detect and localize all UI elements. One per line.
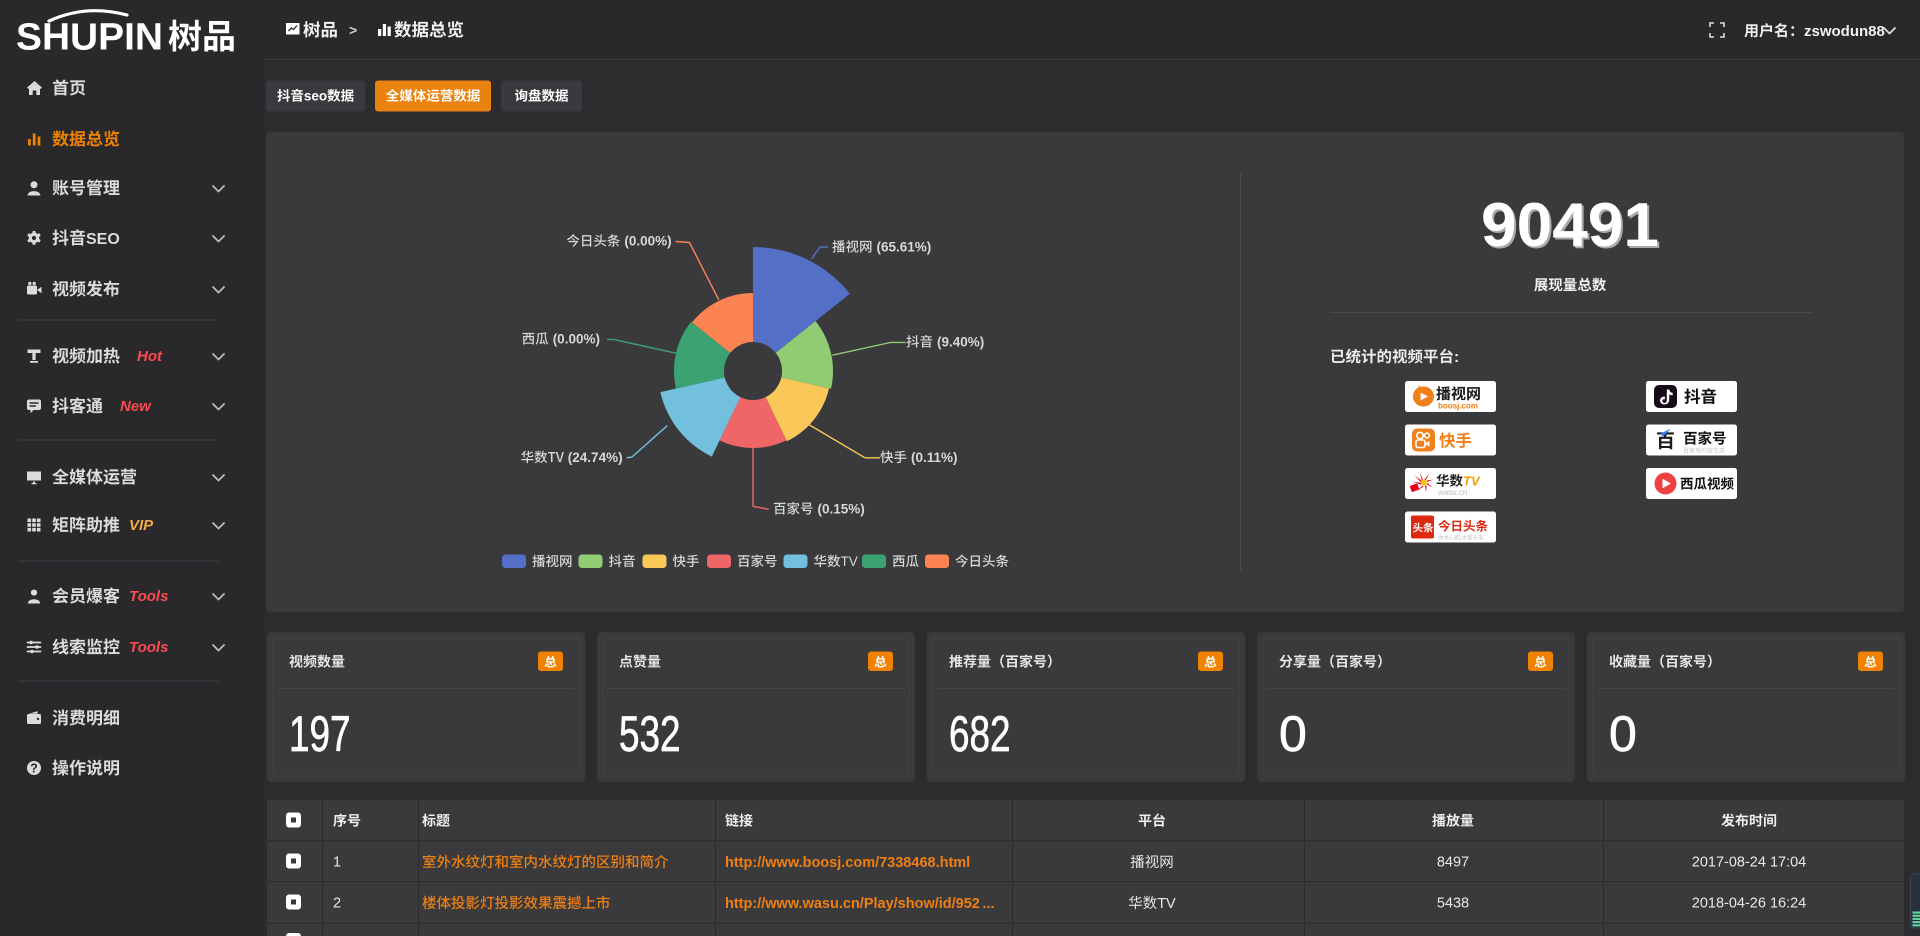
svg-text:?: ? — [30, 762, 38, 776]
svg-text:>: > — [349, 22, 357, 38]
svg-text:zswodun88: zswodun88 — [1804, 23, 1885, 40]
svg-text:1: 1 — [333, 855, 341, 871]
svg-text:90491: 90491 — [1483, 193, 1661, 262]
svg-text:Tools: Tools — [129, 639, 168, 656]
svg-text:http://www.boosj.com/7338468.h: http://www.boosj.com/7338468.html — [725, 855, 970, 871]
svg-text:90491: 90491 — [1481, 191, 1659, 260]
svg-text:2: 2 — [333, 896, 341, 912]
svg-text:seo: seo — [304, 89, 327, 104]
svg-text:2018-04-26 16:24: 2018-04-26 16:24 — [1692, 896, 1807, 912]
svg-text:TV: TV — [841, 554, 858, 569]
svg-text:8497: 8497 — [1437, 855, 1469, 871]
svg-text:(9.40%): (9.40%) — [937, 335, 984, 350]
svg-text:TV: TV — [1157, 896, 1176, 912]
svg-text:Tools: Tools — [129, 588, 168, 605]
svg-text:SHUPIN: SHUPIN — [16, 17, 163, 59]
svg-text:532: 532 — [619, 706, 681, 762]
svg-text:New: New — [120, 398, 152, 415]
svg-text:wasu.cn: wasu.cn — [1437, 488, 1467, 497]
svg-text:682: 682 — [949, 706, 1011, 762]
svg-text:(65.61%): (65.61%) — [877, 240, 932, 255]
svg-text:(0.11%): (0.11%) — [911, 450, 958, 465]
svg-text:http://www.wasu.cn/Play/show/i: http://www.wasu.cn/Play/show/id/952 — [725, 896, 980, 912]
svg-text:VIP: VIP — [129, 517, 154, 534]
svg-text:boosj.com: boosj.com — [1438, 402, 1478, 411]
svg-text:2017-08-24 17:04: 2017-08-24 17:04 — [1692, 855, 1807, 871]
svg-text:197: 197 — [289, 706, 351, 762]
svg-text:TV: TV — [1463, 474, 1481, 489]
svg-text:(0.00%): (0.00%) — [624, 234, 671, 249]
svg-text:5438: 5438 — [1437, 896, 1469, 912]
svg-text:(24.74%): (24.74%) — [568, 450, 623, 465]
svg-text:(0.15%): (0.15%) — [818, 502, 865, 517]
svg-text:0: 0 — [1279, 706, 1307, 762]
svg-text:...: ... — [982, 896, 994, 912]
svg-text:Hot: Hot — [137, 348, 163, 365]
svg-text:0: 0 — [1609, 706, 1637, 762]
svg-text:SEO: SEO — [86, 231, 120, 248]
svg-text::: : — [1454, 349, 1459, 366]
svg-text:(0.00%): (0.00%) — [553, 332, 600, 347]
